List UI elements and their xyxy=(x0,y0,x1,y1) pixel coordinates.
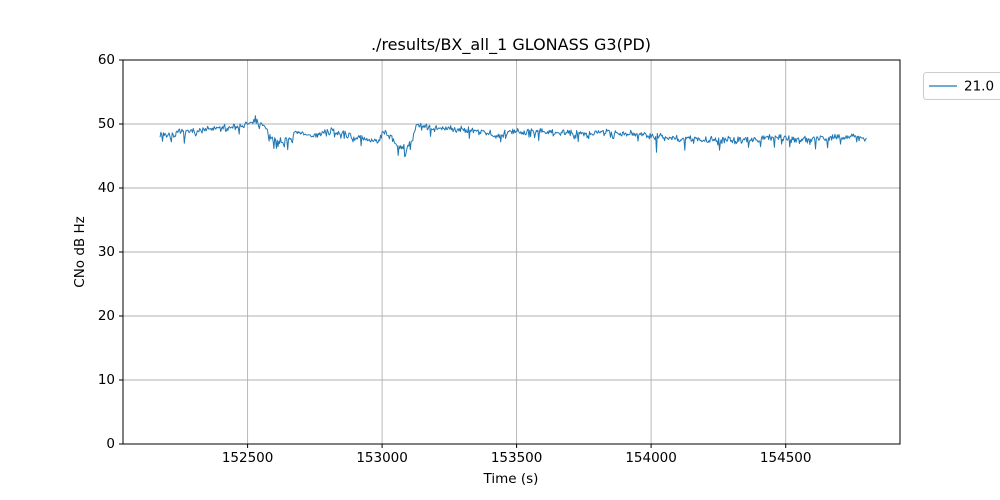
y-axis-ticks: 0 10 20 30 40 50 60 xyxy=(98,52,123,452)
legend-box xyxy=(923,72,1000,100)
x-tick-label: 153000 xyxy=(356,450,408,466)
y-tick-label: 50 xyxy=(98,116,115,132)
x-axis-label: Time (s) xyxy=(483,471,539,487)
y-gridlines xyxy=(123,123,900,381)
x-tick-label: 154000 xyxy=(625,450,677,466)
y-tick-label: 10 xyxy=(98,372,115,388)
x-tick-label: 154500 xyxy=(760,450,812,466)
chart-title: ./results/BX_all_1 GLONASS G3(PD) xyxy=(371,35,651,55)
y-tick-label: 0 xyxy=(106,436,115,452)
x-tick-label: 153500 xyxy=(491,450,543,466)
x-axis-ticks: 152500 153000 153500 154000 154500 xyxy=(222,444,812,466)
y-tick-label: 60 xyxy=(98,52,115,68)
legend-label: 21.0 xyxy=(964,79,994,95)
data-line-series-21.0 xyxy=(159,115,867,158)
y-tick-label: 30 xyxy=(98,244,115,260)
y-tick-label: 20 xyxy=(98,308,115,324)
y-axis-label: CNo dB Hz xyxy=(72,216,88,287)
x-tick-label: 152500 xyxy=(222,450,274,466)
legend: 21.0 xyxy=(923,72,1000,100)
y-tick-label: 40 xyxy=(98,180,115,196)
